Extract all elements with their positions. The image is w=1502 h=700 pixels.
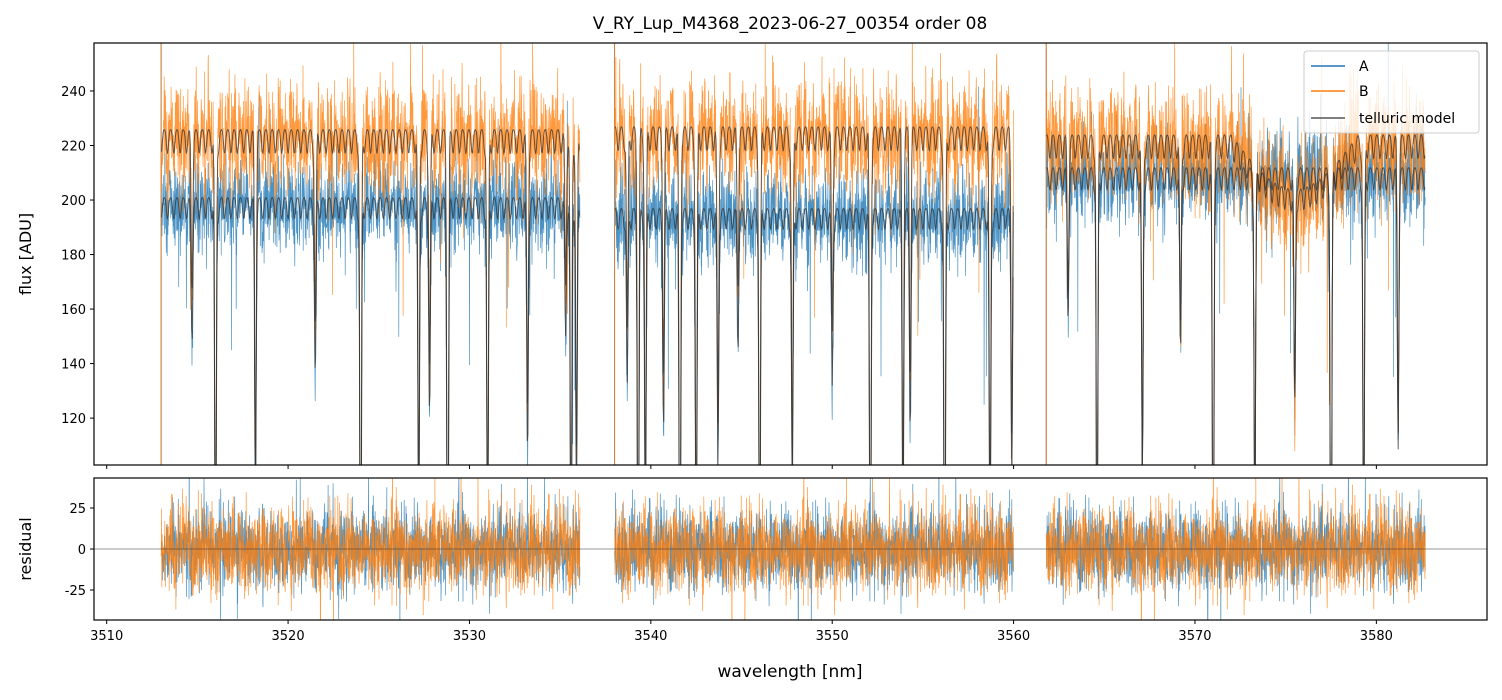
flux-axes-frame xyxy=(93,42,1488,466)
y-tick-label-residual: 25 xyxy=(69,502,86,517)
x-tick-label: 3510 xyxy=(90,629,123,644)
y-tick-label-residual: 0 xyxy=(78,543,86,558)
chart-title: V_RY_Lup_M4368_2023-06-27_00354 order 08 xyxy=(593,14,988,34)
legend-label-b: B xyxy=(1359,84,1369,100)
y-tick-label-flux: 180 xyxy=(61,249,86,264)
x-tick-label: 3580 xyxy=(1360,629,1393,644)
x-tick-label: 3570 xyxy=(1178,629,1211,644)
x-tick-label: 3530 xyxy=(453,629,486,644)
y-axis-label-flux: flux [ADU] xyxy=(16,213,35,295)
y-tick-label-flux: 220 xyxy=(61,140,86,155)
residual-axes: -25 0 25 3510 3520 3530 3540 3550 3560 3570 3580 xyxy=(65,477,1488,644)
telluric-model-b xyxy=(161,125,1426,465)
x-tick-label: 3520 xyxy=(272,629,305,644)
residual-series-b xyxy=(160,478,1426,620)
y-tick-label-flux: 120 xyxy=(61,412,86,427)
y-tick-label-flux: 140 xyxy=(61,358,86,373)
y-tick-label-flux: 160 xyxy=(61,303,86,318)
y-tick-label-flux: 240 xyxy=(61,85,86,100)
x-tick-label: 3560 xyxy=(997,629,1030,644)
legend: A B telluric model xyxy=(1303,50,1480,134)
legend-label-a: A xyxy=(1359,59,1369,75)
x-tick-label: 3550 xyxy=(816,629,849,644)
y-axis-label-residual: residual xyxy=(16,517,35,580)
flux-axes: 120 140 160 180 200 220 240 xyxy=(61,42,1488,469)
legend-label-model: telluric model xyxy=(1359,111,1455,127)
x-tick-label: 3540 xyxy=(634,629,667,644)
x-axis-label: wavelength [nm] xyxy=(717,662,862,682)
y-tick-label-residual: -25 xyxy=(65,584,86,599)
y-tick-label-flux: 200 xyxy=(61,194,86,209)
